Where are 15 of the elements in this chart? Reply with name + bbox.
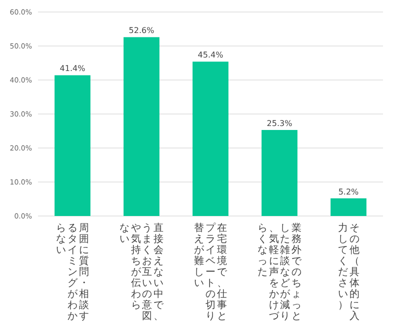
bar bbox=[192, 62, 228, 216]
category-label: 業務外でのちょっとした雑談などが減り、気軽に声をかけづらくなった bbox=[258, 223, 302, 322]
data-label: 41.4% bbox=[60, 64, 86, 74]
category-label: 直接会えない中で、うまくお互いの意図や気持ちが伝わらない bbox=[120, 223, 164, 322]
bar bbox=[262, 130, 298, 216]
category-label: 在宅環境で、仕事とプライベートの切り替えが難しい bbox=[194, 223, 227, 322]
data-label: 25.3% bbox=[266, 118, 293, 128]
category-label: 周囲に質問・相談するタイミングがわからない bbox=[56, 223, 89, 322]
bar bbox=[124, 37, 160, 216]
bar bbox=[330, 198, 366, 216]
data-label: 5.2% bbox=[338, 187, 360, 196]
data-label: 52.6% bbox=[128, 26, 155, 36]
category-label: その他（具体的に入力してください） bbox=[338, 223, 360, 322]
bar bbox=[54, 75, 90, 216]
data-label: 45.4% bbox=[198, 50, 224, 60]
